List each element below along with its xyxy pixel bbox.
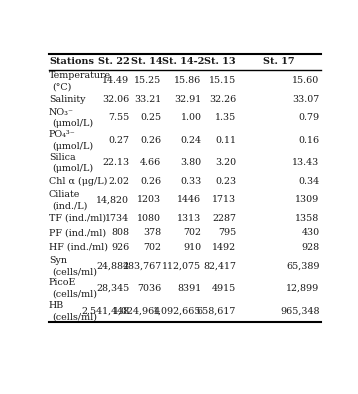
Text: 0.79: 0.79 <box>298 113 319 123</box>
Text: 1313: 1313 <box>177 214 202 223</box>
Text: 702: 702 <box>184 229 202 238</box>
Text: (cells/ml): (cells/ml) <box>52 290 97 299</box>
Text: 13.43: 13.43 <box>292 158 319 167</box>
Text: 65,389: 65,389 <box>286 262 319 271</box>
Text: 14.49: 14.49 <box>102 76 129 85</box>
Text: Syn: Syn <box>49 256 67 265</box>
Text: (μmol/L): (μmol/L) <box>52 142 93 151</box>
Text: NO₃⁻: NO₃⁻ <box>49 108 74 117</box>
Text: St. 22: St. 22 <box>98 58 130 66</box>
Text: 1713: 1713 <box>212 195 236 204</box>
Text: 28,345: 28,345 <box>96 284 129 293</box>
Text: 1734: 1734 <box>105 214 129 223</box>
Text: 1.00: 1.00 <box>180 113 202 123</box>
Text: 808: 808 <box>111 229 129 238</box>
Text: 3.80: 3.80 <box>180 158 202 167</box>
Text: 378: 378 <box>143 229 161 238</box>
Text: 1,092,665: 1,092,665 <box>153 307 202 316</box>
Text: 965,348: 965,348 <box>280 307 319 316</box>
Text: 12,899: 12,899 <box>286 284 319 293</box>
Text: 1,024,964: 1,024,964 <box>113 307 161 316</box>
Text: 33.07: 33.07 <box>292 95 319 104</box>
Text: (°C): (°C) <box>52 82 72 91</box>
Text: Stations: Stations <box>49 58 94 66</box>
Text: 3.20: 3.20 <box>215 158 236 167</box>
Text: 112,075: 112,075 <box>163 262 202 271</box>
Text: Silica: Silica <box>49 152 76 162</box>
Text: (μmol/L): (μmol/L) <box>52 164 93 173</box>
Text: St. 14-2: St. 14-2 <box>161 58 204 66</box>
Text: St. 17: St. 17 <box>263 58 295 66</box>
Text: 32.06: 32.06 <box>102 95 129 104</box>
Text: 0.27: 0.27 <box>108 136 129 145</box>
Text: 0.25: 0.25 <box>140 113 161 123</box>
Text: 7036: 7036 <box>137 284 161 293</box>
Text: 1446: 1446 <box>177 195 202 204</box>
Text: 702: 702 <box>143 243 161 252</box>
Text: PF (ind./ml): PF (ind./ml) <box>49 229 106 238</box>
Text: (ind./L): (ind./L) <box>52 201 88 210</box>
Text: 1309: 1309 <box>295 195 319 204</box>
Text: PicoE: PicoE <box>49 278 76 287</box>
Text: 926: 926 <box>111 243 129 252</box>
Text: TF (ind./ml): TF (ind./ml) <box>49 214 106 223</box>
Text: 15.86: 15.86 <box>174 76 202 85</box>
Text: 4.66: 4.66 <box>140 158 161 167</box>
Text: (cells/ml): (cells/ml) <box>52 312 97 321</box>
Text: St. 13: St. 13 <box>204 58 236 66</box>
Text: 283,767: 283,767 <box>122 262 161 271</box>
Text: 14,820: 14,820 <box>96 195 129 204</box>
Text: 1.35: 1.35 <box>215 113 236 123</box>
Text: Chl α (μg/L): Chl α (μg/L) <box>49 177 107 186</box>
Text: 0.11: 0.11 <box>215 136 236 145</box>
Text: HF (ind./ml): HF (ind./ml) <box>49 243 108 252</box>
Text: 22.13: 22.13 <box>102 158 129 167</box>
Text: Temperature: Temperature <box>49 71 111 80</box>
Text: 1203: 1203 <box>137 195 161 204</box>
Text: PO₄³⁻: PO₄³⁻ <box>49 130 76 139</box>
Text: 910: 910 <box>183 243 202 252</box>
Text: 658,617: 658,617 <box>197 307 236 316</box>
Text: (μmol/L): (μmol/L) <box>52 119 93 128</box>
Text: St. 14: St. 14 <box>131 58 163 66</box>
Text: Salinity: Salinity <box>49 95 86 104</box>
Text: 15.25: 15.25 <box>134 76 161 85</box>
Text: 15.15: 15.15 <box>209 76 236 85</box>
Text: 7.55: 7.55 <box>108 113 129 123</box>
Text: 4915: 4915 <box>212 284 236 293</box>
Text: 24,884: 24,884 <box>96 262 129 271</box>
Text: Ciliate: Ciliate <box>49 190 80 199</box>
Text: 2,541,448: 2,541,448 <box>81 307 129 316</box>
Text: HB: HB <box>49 301 64 310</box>
Text: 2.02: 2.02 <box>108 177 129 186</box>
Text: 1358: 1358 <box>295 214 319 223</box>
Text: 0.26: 0.26 <box>140 136 161 145</box>
Text: 0.33: 0.33 <box>180 177 202 186</box>
Text: 82,417: 82,417 <box>203 262 236 271</box>
Text: 0.16: 0.16 <box>298 136 319 145</box>
Text: 0.34: 0.34 <box>298 177 319 186</box>
Text: 32.26: 32.26 <box>209 95 236 104</box>
Text: 0.24: 0.24 <box>180 136 202 145</box>
Text: 928: 928 <box>301 243 319 252</box>
Text: 1492: 1492 <box>212 243 236 252</box>
Text: 795: 795 <box>218 229 236 238</box>
Text: 1080: 1080 <box>137 214 161 223</box>
Text: 32.91: 32.91 <box>174 95 202 104</box>
Text: 15.60: 15.60 <box>292 76 319 85</box>
Text: 0.23: 0.23 <box>215 177 236 186</box>
Text: 33.21: 33.21 <box>134 95 161 104</box>
Text: 430: 430 <box>301 229 319 238</box>
Text: 2287: 2287 <box>212 214 236 223</box>
Text: (cells/ml): (cells/ml) <box>52 268 97 276</box>
Text: 0.26: 0.26 <box>140 177 161 186</box>
Text: 8391: 8391 <box>177 284 202 293</box>
